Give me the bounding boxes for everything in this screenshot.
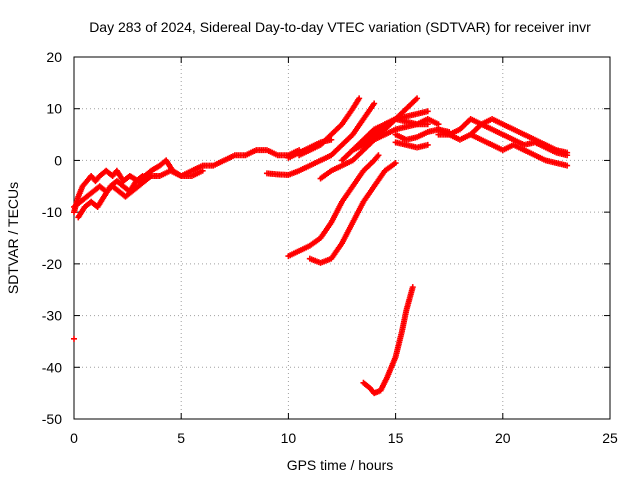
- data-point: [435, 121, 442, 128]
- x-tick-label: 10: [281, 430, 297, 446]
- data-point: [564, 162, 571, 169]
- data-point: [409, 284, 416, 291]
- data-point: [392, 160, 399, 167]
- y-tick-label: -50: [42, 411, 62, 427]
- y-axis-label: SDTVAR / TECUs: [5, 182, 21, 294]
- y-tick-label: 20: [46, 49, 62, 65]
- y-tick-label: 0: [54, 152, 62, 168]
- y-tick-label: -40: [42, 359, 62, 375]
- x-axis-label: GPS time / hours: [287, 457, 394, 473]
- data-point: [424, 121, 431, 128]
- data-point: [424, 141, 431, 148]
- series-arc-6: [285, 136, 335, 161]
- data-point: [328, 136, 335, 143]
- data-point: [199, 167, 206, 174]
- series-arc-18: [360, 284, 416, 397]
- y-tick-label: 10: [46, 101, 62, 117]
- series-arc-12: [392, 139, 431, 151]
- series-outlier: [71, 335, 77, 342]
- series-arc-3: [75, 172, 146, 221]
- data-point: [424, 108, 431, 115]
- data-point: [356, 95, 363, 102]
- series-arc-1: [71, 147, 303, 216]
- data-point: [564, 149, 571, 156]
- series-arc-10: [360, 116, 442, 148]
- x-tick-label: 25: [602, 430, 618, 446]
- data-layer: [71, 95, 571, 397]
- y-tick-label: -30: [42, 308, 62, 324]
- series-arc-4: [263, 100, 378, 178]
- x-tick-label: 5: [177, 430, 185, 446]
- series-arc-7: [317, 95, 421, 182]
- data-point: [414, 95, 421, 102]
- tick-layer: 0 5 10 15 20 25 -50 -40 -30 -20 -10 0 10 20: [42, 49, 618, 446]
- plot-border: [73, 56, 611, 420]
- data-point: [375, 152, 382, 159]
- chart-title: Day 283 of 2024, Sidereal Day-to-day VTE…: [89, 19, 591, 35]
- series-arc-17: [306, 160, 399, 266]
- data-point: [371, 100, 378, 107]
- x-tick-label: 20: [495, 430, 511, 446]
- data-point: [139, 172, 146, 179]
- series-arc-16: [285, 152, 382, 260]
- series-arc-11: [392, 126, 453, 143]
- data-point: [71, 335, 77, 342]
- y-tick-label: -10: [42, 204, 62, 220]
- x-tick-label: 15: [388, 430, 404, 446]
- y-tick-label: -20: [42, 256, 62, 272]
- series-arc-15: [467, 116, 571, 156]
- x-tick-label: 0: [70, 430, 78, 446]
